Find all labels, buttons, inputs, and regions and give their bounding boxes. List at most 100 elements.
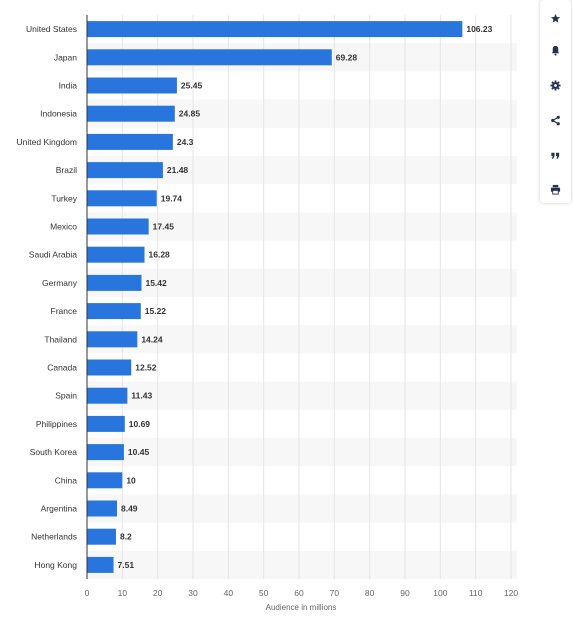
cite-button[interactable] xyxy=(540,141,571,169)
bar xyxy=(87,246,145,263)
bar xyxy=(87,528,116,545)
value-label: 15.42 xyxy=(145,278,167,288)
x-tick-label: 80 xyxy=(365,588,375,598)
bar xyxy=(87,472,123,489)
value-labels: 106.23 69.28 25.45 24.85 24.3 21.48 19.74 17.45… xyxy=(118,24,493,570)
value-label: 21.48 xyxy=(167,165,189,175)
category-label: United States xyxy=(26,24,77,34)
bar xyxy=(87,444,124,461)
category-label: Mexico xyxy=(50,222,77,232)
row-bands xyxy=(87,43,517,579)
value-label: 8.49 xyxy=(121,504,138,514)
value-label: 16.28 xyxy=(149,250,171,260)
category-label: Germany xyxy=(42,278,78,288)
x-tick-label: 100 xyxy=(433,588,447,598)
x-tick-label: 20 xyxy=(153,588,163,598)
x-tick-label: 30 xyxy=(188,588,198,598)
row-band xyxy=(87,438,517,467)
category-label: Spain xyxy=(55,391,77,401)
value-label: 24.3 xyxy=(177,137,194,147)
category-label: Thailand xyxy=(44,334,77,344)
bar xyxy=(87,274,142,291)
value-label: 7.51 xyxy=(118,560,135,570)
category-label: France xyxy=(51,306,78,316)
category-label: China xyxy=(55,475,77,485)
value-label: 69.28 xyxy=(336,52,358,62)
bar xyxy=(87,133,173,150)
x-tick-label: 10 xyxy=(118,588,128,598)
category-label: Turkey xyxy=(51,193,77,203)
bar xyxy=(87,77,177,94)
print-button[interactable] xyxy=(540,175,571,203)
value-label: 15.22 xyxy=(145,306,167,316)
category-label: Netherlands xyxy=(31,532,77,542)
bell-icon xyxy=(551,45,560,56)
bar xyxy=(87,500,117,517)
chart-canvas: United States Japan India Indonesia United K… xyxy=(17,15,519,612)
gear-icon xyxy=(550,79,561,91)
bar xyxy=(87,387,128,404)
bar xyxy=(87,331,138,348)
row-band xyxy=(87,550,517,579)
category-label: Philippines xyxy=(36,419,77,429)
x-tick-label: 40 xyxy=(224,588,234,598)
print-icon xyxy=(550,184,561,195)
category-label: United Kingdom xyxy=(17,137,77,147)
settings-button[interactable] xyxy=(540,71,571,99)
x-tick-label: 110 xyxy=(469,588,483,598)
side-toolbar xyxy=(540,0,571,203)
x-tick-label: 120 xyxy=(504,588,518,598)
bars xyxy=(87,21,463,573)
bar xyxy=(87,49,332,66)
category-label: Canada xyxy=(47,363,77,373)
bar xyxy=(87,21,463,38)
value-label: 8.2 xyxy=(120,532,132,542)
x-tick-label: 60 xyxy=(294,588,304,598)
value-label: 24.85 xyxy=(179,109,201,119)
value-label: 12.52 xyxy=(135,363,157,373)
category-label: Indonesia xyxy=(40,109,77,119)
x-axis-ticks: 0 10 20 30 40 50 60 70 80 90 100 110 120 xyxy=(85,588,519,598)
value-label: 106.23 xyxy=(466,24,492,34)
row-band xyxy=(87,212,517,241)
row-band xyxy=(87,325,517,354)
share-button[interactable] xyxy=(540,106,571,134)
bar xyxy=(87,303,141,320)
bar xyxy=(87,415,125,432)
bar xyxy=(87,218,149,235)
x-tick-label: 70 xyxy=(330,588,340,598)
category-labels: United States Japan India Indonesia United K… xyxy=(17,24,78,570)
share-icon xyxy=(551,115,560,125)
x-tick-label: 50 xyxy=(259,588,269,598)
bar xyxy=(87,359,132,376)
value-label: 10 xyxy=(126,475,136,485)
value-label: 19.74 xyxy=(161,193,183,203)
row-band xyxy=(87,381,517,410)
value-label: 11.43 xyxy=(131,391,152,401)
star-icon xyxy=(550,13,561,23)
x-axis-title: Audience in millions xyxy=(266,603,337,612)
bar xyxy=(87,105,175,122)
favorite-button[interactable] xyxy=(540,4,571,32)
bar xyxy=(87,190,157,207)
category-label: Japan xyxy=(54,52,77,62)
quote-icon xyxy=(551,152,560,159)
category-label: India xyxy=(59,81,78,91)
bar xyxy=(87,162,163,179)
row-band xyxy=(87,494,517,523)
value-label: 17.45 xyxy=(153,222,175,232)
row-band xyxy=(87,268,517,297)
value-label: 14.24 xyxy=(141,334,163,344)
category-label: Brazil xyxy=(56,165,77,175)
x-tick-label: 0 xyxy=(85,588,90,598)
bar xyxy=(87,556,114,573)
bar-chart: United States Japan India Indonesia United K… xyxy=(17,15,519,612)
category-label: Argentina xyxy=(41,504,78,514)
category-label: South Korea xyxy=(30,447,78,457)
value-label: 10.45 xyxy=(128,447,150,457)
notification-button[interactable] xyxy=(540,36,571,64)
category-label: Saudi Arabia xyxy=(29,250,77,260)
category-label: Hong Kong xyxy=(34,560,77,570)
x-tick-label: 90 xyxy=(400,588,410,598)
value-label: 25.45 xyxy=(181,81,203,91)
